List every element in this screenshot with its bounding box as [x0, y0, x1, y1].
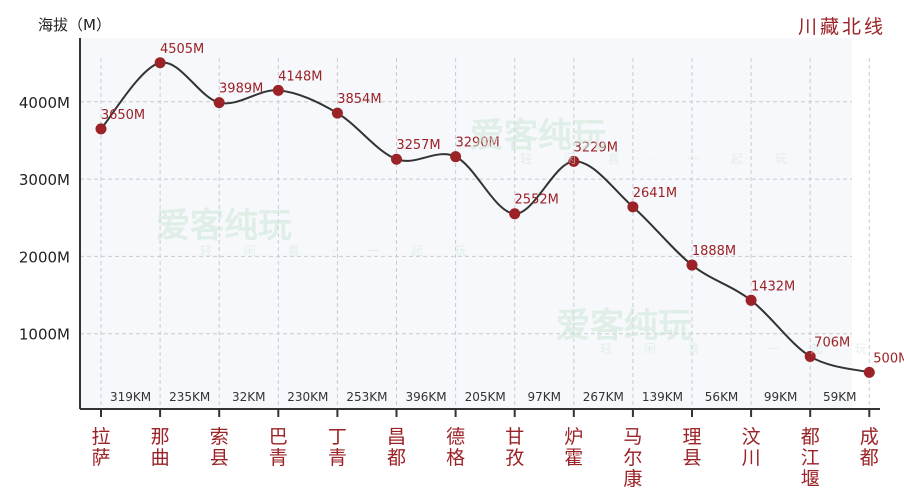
- segment-distance-label: 230KM: [287, 390, 328, 404]
- segment-distance-label: 32KM: [232, 390, 266, 404]
- route-title: 川藏北线: [797, 16, 886, 38]
- watermark-logo: 爱客纯玩: [156, 206, 292, 246]
- y-tick-label: 4000M: [19, 94, 70, 112]
- data-point: [686, 259, 698, 271]
- data-label: 3854M: [337, 92, 381, 107]
- data-point: [272, 84, 284, 96]
- data-point: [213, 97, 225, 109]
- x-category-label: 拉萨: [91, 426, 110, 469]
- data-label: 1432M: [751, 279, 795, 294]
- x-category-label: 德格: [446, 426, 465, 469]
- data-point: [863, 366, 875, 378]
- data-label: 1888M: [692, 244, 736, 259]
- watermark-tagline: 轻 闲 喜 · 一 起 玩: [520, 152, 801, 166]
- segment-distance-label: 59KM: [823, 390, 857, 404]
- data-label: 2641M: [633, 186, 677, 201]
- segment-distance-label: 267KM: [583, 390, 624, 404]
- x-category-label: 索县: [210, 426, 229, 469]
- data-label: 3229M: [574, 140, 618, 155]
- x-category-label: 甘孜: [505, 426, 524, 469]
- data-point: [627, 201, 639, 213]
- data-label: 3257M: [396, 138, 440, 153]
- x-category-label: 理县: [682, 426, 701, 469]
- y-tick-label: 3000M: [19, 171, 70, 189]
- data-label: 3989M: [219, 82, 263, 97]
- x-category-label: 都江堰: [801, 426, 820, 490]
- x-category-label: 昌都: [387, 426, 406, 469]
- segment-distance-label: 235KM: [169, 390, 210, 404]
- data-label: 4148M: [278, 69, 322, 84]
- y-tick-label: 1000M: [19, 326, 70, 344]
- data-label: 3650M: [101, 108, 145, 123]
- segment-distance-label: 253KM: [346, 390, 387, 404]
- segment-distance-label: 97KM: [528, 390, 562, 404]
- plot-background: [80, 38, 852, 409]
- x-category-label: 那曲: [151, 426, 170, 469]
- x-category-label: 炉霍: [564, 426, 583, 469]
- data-point: [568, 155, 580, 167]
- data-point: [450, 151, 462, 163]
- segment-distance-label: 56KM: [705, 390, 739, 404]
- data-point: [745, 294, 757, 306]
- watermark-logo: 爱客纯玩: [470, 116, 606, 156]
- x-category-label: 汶川: [742, 426, 761, 469]
- segment-distance-label: 205KM: [465, 390, 506, 404]
- watermark-logo: 爱客纯玩: [556, 306, 692, 346]
- x-category-label: 巴青: [269, 426, 288, 469]
- segment-distance-label: 99KM: [764, 390, 798, 404]
- segment-distance-label: 396KM: [405, 390, 446, 404]
- data-point: [509, 208, 521, 220]
- data-label: 500M: [873, 351, 904, 366]
- y-tick-label: 2000M: [19, 248, 70, 266]
- data-point: [95, 123, 107, 135]
- data-point: [391, 153, 402, 165]
- segment-distance-label: 319KM: [110, 390, 151, 404]
- data-point: [154, 57, 166, 69]
- y-axis-title: 海拔（M）: [38, 16, 111, 34]
- data-label: 4505M: [160, 42, 204, 57]
- watermark-tagline: 轻 闲 喜 · 一 起 玩: [600, 342, 881, 356]
- segment-distance-label: 139KM: [642, 390, 683, 404]
- x-category-label: 马尔康: [623, 426, 642, 490]
- data-label: 3290M: [455, 136, 499, 151]
- data-point: [331, 107, 343, 119]
- watermark-tagline: 轻 闲 喜 · 一 起 玩: [200, 244, 481, 258]
- data-point: [804, 350, 816, 362]
- x-category-label: 丁青: [328, 426, 347, 469]
- data-label: 706M: [814, 335, 850, 350]
- data-label: 2552M: [515, 193, 559, 208]
- x-category-label: 成都: [860, 426, 879, 469]
